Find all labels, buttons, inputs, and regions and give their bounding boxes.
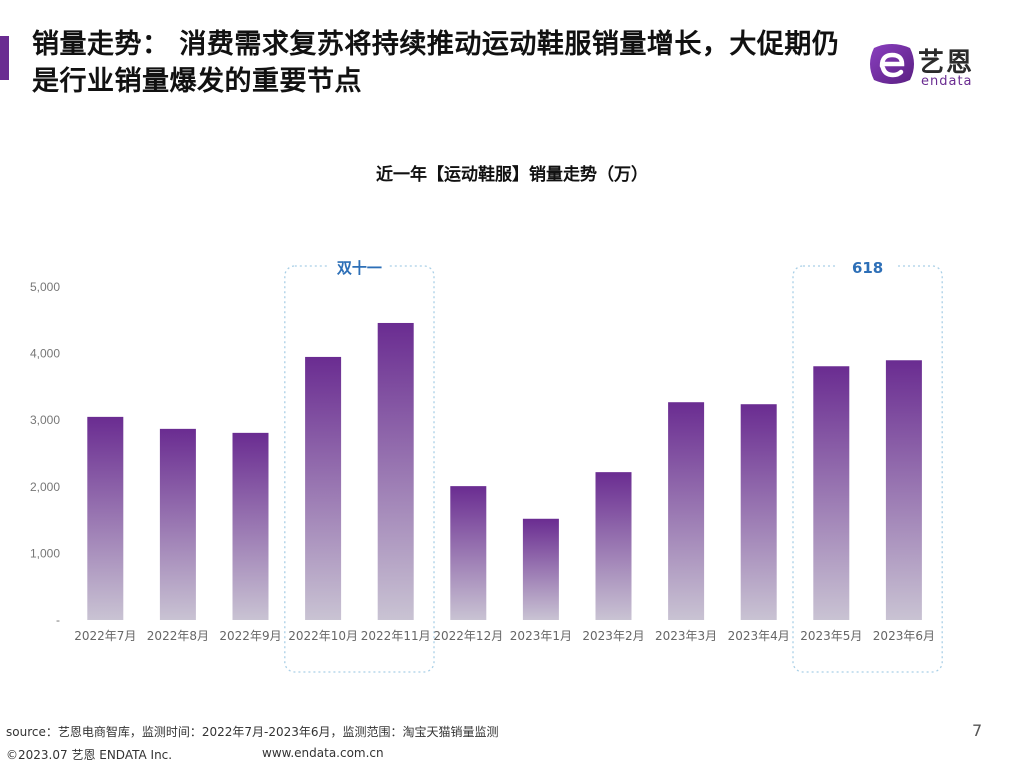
x-tick-label: 2023年4月 <box>728 629 790 643</box>
page-title: 销量走势： 消费需求复苏将持续推动运动鞋服销量增长，大促期仍是行业销量爆发的重要… <box>32 29 840 97</box>
highlight-box-1 <box>792 265 943 673</box>
bar-5 <box>450 486 487 620</box>
brand-logo: 艺恩 endata <box>866 40 996 94</box>
x-tick-label: 2022年12月 <box>433 629 503 643</box>
endata-logo-icon <box>870 44 914 84</box>
x-tick-label: 2022年10月 <box>288 629 358 643</box>
highlight-label-0: 双十一 <box>337 259 382 277</box>
bar-7 <box>595 472 632 620</box>
x-tick-label: 2023年1月 <box>510 629 572 643</box>
x-tick-label: 2022年9月 <box>219 629 281 643</box>
bar-2 <box>232 432 269 620</box>
y-tick-label: 1,000 <box>30 546 60 560</box>
y-tick-label: - <box>56 613 60 627</box>
footer-url: www.endata.com.cn <box>262 746 384 760</box>
x-tick-label: 2023年3月 <box>655 629 717 643</box>
y-tick-label: 2,000 <box>30 480 60 494</box>
x-tick-label: 2022年7月 <box>74 629 136 643</box>
highlight-label-bg-1 <box>837 258 898 276</box>
chart-title: 近一年【运动鞋服】销量走势（万） <box>376 165 648 185</box>
title-accent-bar <box>0 36 9 80</box>
x-tick-label: 2022年11月 <box>361 629 431 643</box>
footer-source: source：艺恩电商智库，监测时间：2022年7月-2023年6月，监测范围：… <box>6 725 499 739</box>
y-tick-label: 4,000 <box>30 347 60 361</box>
x-tick-label: 2022年8月 <box>147 629 209 643</box>
page-number: 7 <box>972 721 983 740</box>
bar-6 <box>522 518 559 620</box>
logo-english-text: endata <box>921 74 973 89</box>
bar-10 <box>813 366 850 620</box>
bar-4 <box>377 322 414 620</box>
y-tick-label: 5,000 <box>30 280 60 294</box>
highlight-box-0 <box>284 265 435 673</box>
footer-copyright: ©2023.07 艺恩 ENDATA Inc. <box>6 748 173 762</box>
bar-9 <box>740 404 777 620</box>
y-tick-label: 3,000 <box>30 413 60 427</box>
highlight-label-bg-0 <box>329 258 390 276</box>
bar-1 <box>159 428 196 620</box>
highlight-label-1: 618 <box>852 259 883 277</box>
bar-0 <box>87 416 124 620</box>
bar-3 <box>305 356 342 620</box>
bar-chart: 双十一 618 - 1,000 2,000 3,000 4,000 5,000 2022年7… <box>30 258 943 673</box>
x-tick-label: 2023年5月 <box>800 629 862 643</box>
x-tick-label: 2023年2月 <box>582 629 644 643</box>
bar-8 <box>668 402 705 620</box>
x-tick-label: 2023年6月 <box>873 629 935 643</box>
logo-chinese-text: 艺恩 <box>918 48 975 78</box>
bar-11 <box>885 360 922 620</box>
